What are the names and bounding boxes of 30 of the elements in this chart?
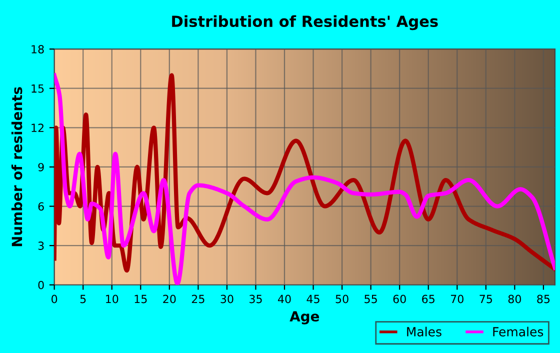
x-tick-label: 30 bbox=[220, 294, 234, 304]
x-tick-label: 20 bbox=[163, 294, 176, 304]
x-tick-label: 45 bbox=[306, 294, 320, 304]
x-tick-label: 35 bbox=[250, 294, 262, 304]
x-tick-label: 50 bbox=[336, 294, 348, 304]
x-tick-label: 80 bbox=[508, 294, 522, 304]
x-tick-label: 5 bbox=[80, 294, 86, 304]
y-tick-label: 0 bbox=[38, 280, 44, 290]
x-tick-label: 15 bbox=[134, 294, 147, 304]
x-tick-label: 10 bbox=[106, 294, 118, 304]
chart-title: Distribution of Residents' Ages bbox=[172, 15, 438, 30]
x-tick-label: 25 bbox=[192, 294, 204, 304]
y-tick-label: 3 bbox=[38, 242, 44, 250]
legend-label: Females bbox=[493, 326, 544, 336]
x-tick-label: 85 bbox=[537, 294, 550, 304]
x-tick-label: 65 bbox=[422, 294, 434, 304]
y-tick-label: 9 bbox=[38, 162, 44, 172]
x-tick-label: 40 bbox=[278, 294, 291, 304]
y-axis-title: Number of residents bbox=[11, 87, 22, 246]
y-tick-label: 15 bbox=[32, 84, 44, 93]
x-tick-label: 70 bbox=[450, 294, 464, 304]
x-tick-label: 75 bbox=[480, 294, 492, 304]
y-tick-label: 12 bbox=[32, 124, 44, 132]
x-tick-label: 0 bbox=[52, 294, 58, 304]
x-tick-label: 55 bbox=[364, 294, 377, 304]
y-tick-label: 18 bbox=[32, 45, 44, 54]
legend-label: Males bbox=[407, 326, 442, 336]
x-tick-label: 60 bbox=[393, 294, 406, 304]
y-tick-label: 6 bbox=[38, 202, 44, 211]
x-axis-title: Age bbox=[290, 311, 320, 324]
